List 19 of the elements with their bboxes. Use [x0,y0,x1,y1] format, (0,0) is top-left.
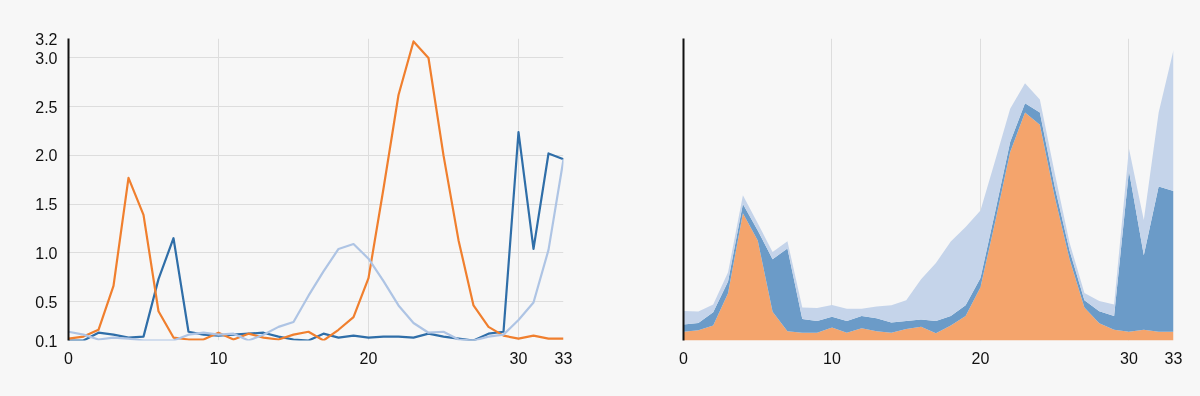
x-tick-label: 30 [1120,349,1138,367]
line-series [68,40,564,341]
x-tick-label: 20 [359,349,378,367]
x-tick-label: 0 [679,349,689,367]
y-tick-label: 2.5 [35,98,58,116]
y-tick-label: 1.5 [35,196,58,214]
y-tick-label: 0.5 [35,293,58,311]
y-tick-label: 1.0 [35,244,58,262]
x-tick-label: 10 [823,349,841,367]
x-tick-label: 30 [509,349,528,367]
x-tick-label: 10 [209,349,228,367]
x-tick-label: 0 [64,349,74,367]
y-tick-label: 3.2 [35,30,58,48]
y-tick-label: 2.0 [35,147,58,165]
x-tick-label: 33 [1164,349,1183,367]
y-tick-label: 3.0 [35,49,58,67]
y-tick-label: 0.1 [35,332,58,350]
x-tick-label: 33 [554,349,573,367]
x-tick-label: 20 [971,349,990,367]
